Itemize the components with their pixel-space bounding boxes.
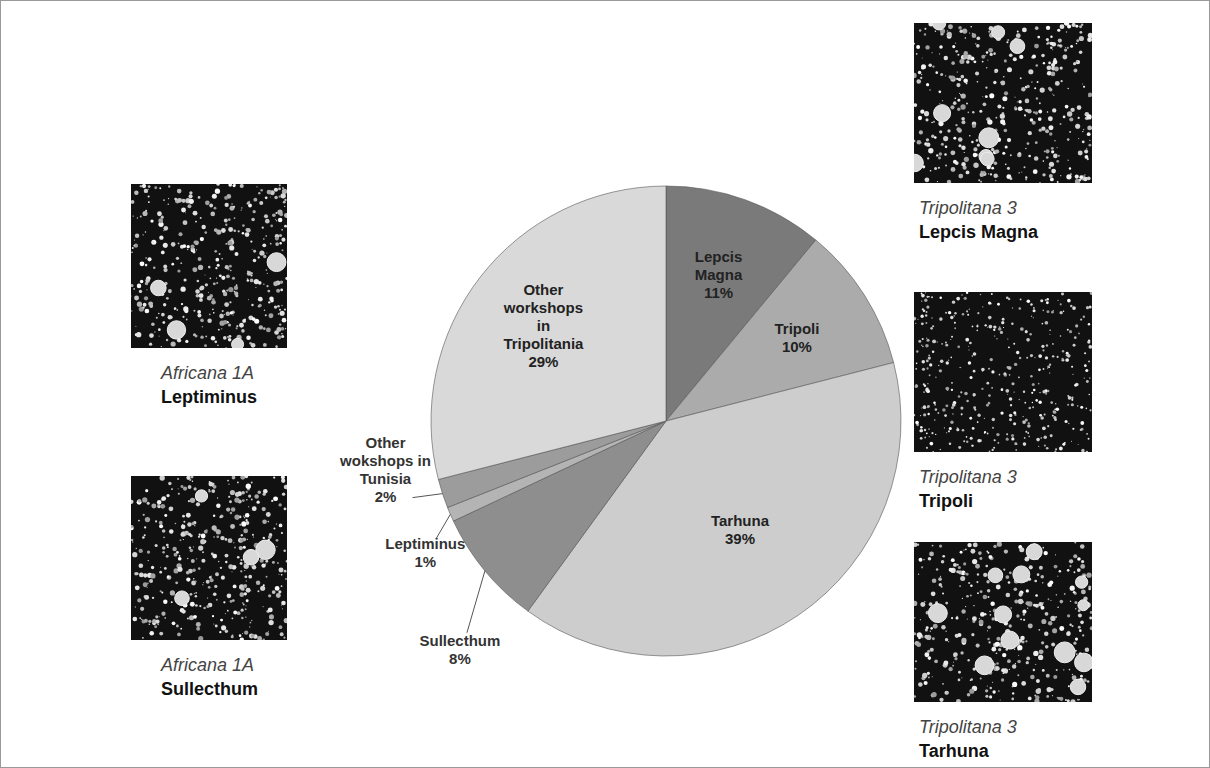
html-text:Leptiminus: Leptiminus [161, 387, 257, 407]
svg-text:Otherwokshops inTunisia2%: Otherwokshops inTunisia2% [339, 434, 431, 505]
html-text:Tripolitana 3: Tripolitana 3 [919, 467, 1017, 487]
html-text:Africana 1A: Africana 1A [161, 363, 255, 383]
svg-text:OtherworkshopsinTripolitania29: OtherworkshopsinTripolitania29% [503, 281, 584, 370]
html-text:Tripolitana 3: Tripolitana 3 [919, 198, 1017, 218]
html-text:Sullecthum: Sullecthum [161, 679, 258, 699]
svg-text:Tripoli10%: Tripoli10% [774, 320, 819, 355]
svg-text:Leptiminus1%: Leptiminus1% [385, 535, 465, 570]
html-text:Tripolitana 3: Tripolitana 3 [919, 717, 1017, 737]
html-text:Africana 1A: Africana 1A [161, 655, 255, 675]
svg-text:LepcisMagna11%: LepcisMagna11% [695, 248, 743, 301]
html-text:Tarhuna: Tarhuna [919, 741, 989, 761]
html-text:Lepcis Magna: Lepcis Magna [919, 222, 1038, 242]
svg-text:Tarhuna39%: Tarhuna39% [711, 512, 770, 547]
svg-text:Sullecthum8%: Sullecthum8% [419, 632, 500, 667]
html-text:Tripoli: Tripoli [919, 491, 973, 511]
